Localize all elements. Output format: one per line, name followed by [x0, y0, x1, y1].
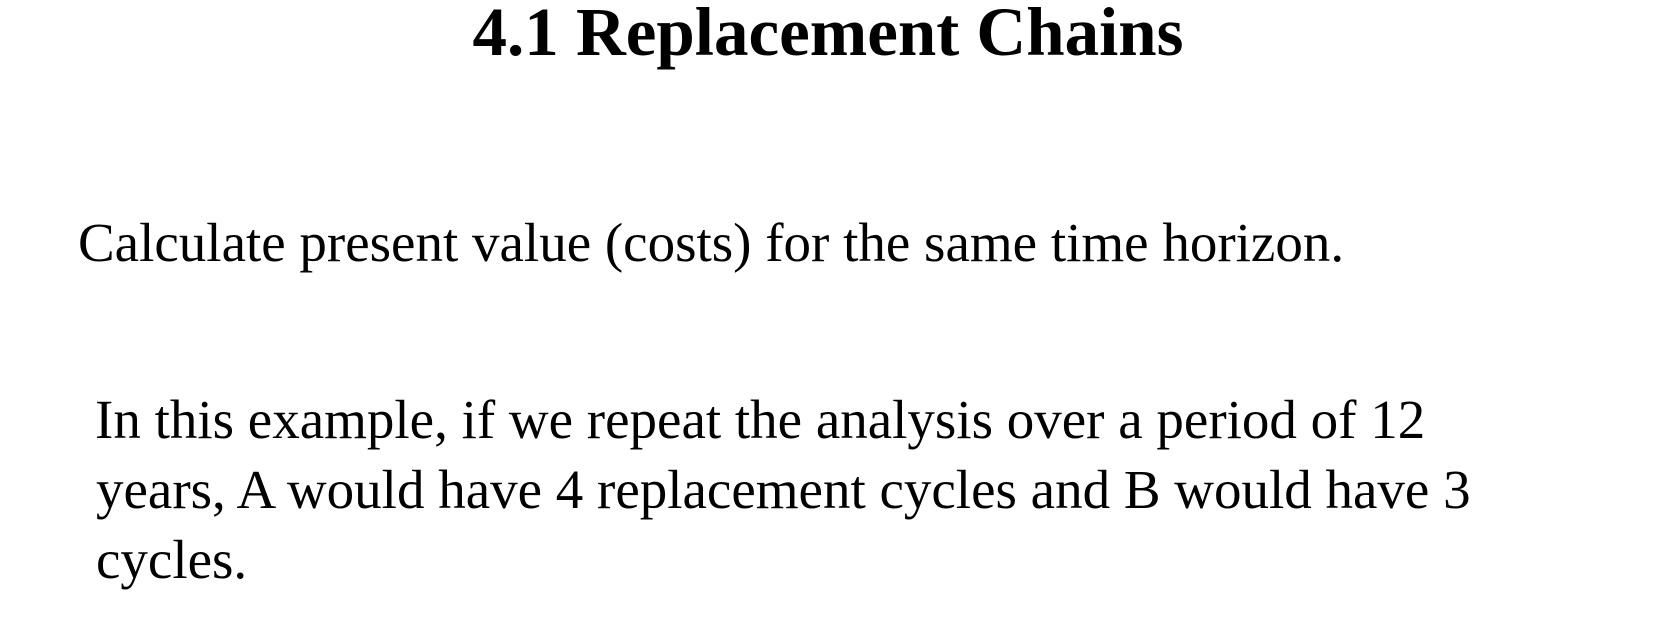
slide-title: 4.1 Replacement Chains — [472, 0, 1184, 70]
body-paragraph-present-value: Calculate present value (costs) for the … — [78, 212, 1345, 273]
example-line-2: years, A would have 4 replacement cycles… — [96, 459, 1471, 520]
example-line-3: cycles. — [96, 529, 248, 590]
body-paragraph-example: In this example, if we repeat the analys… — [95, 385, 1636, 595]
example-line-1: In this example, if we repeat the analys… — [95, 389, 1426, 450]
